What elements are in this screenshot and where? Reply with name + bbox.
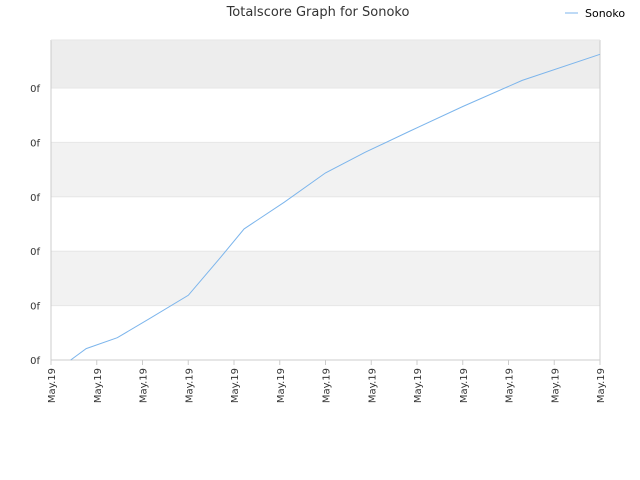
plot-band [51, 88, 600, 143]
y-axis-ticks: 0f 0f 0f 0f 0f 0f [30, 84, 40, 367]
x-tick-label: May.19 [459, 368, 470, 403]
grid-lines [51, 87, 600, 307]
x-tick-label: May.19 [276, 368, 287, 403]
plot-background [51, 40, 600, 360]
y-tick-label: 0f [30, 193, 40, 204]
x-axis-ticks: May.19 May.19 May.19 May.19 May.19 May.19 May.… [47, 360, 607, 403]
chart-title: Totalscore Graph for Sonoko [226, 5, 410, 20]
x-tick-label: May.19 [230, 368, 241, 403]
x-tick-label: May.19 [550, 368, 561, 403]
y-tick-label: 0f [30, 138, 40, 149]
x-tick-label: May.19 [47, 368, 58, 403]
plot-band [51, 142, 600, 197]
y-tick-label: 0f [30, 247, 40, 258]
x-tick-label: May.19 [596, 368, 607, 403]
plot-band [51, 40, 600, 88]
x-tick-label: May.19 [413, 368, 424, 403]
plot-band [51, 196, 600, 252]
legend[interactable]: Sonoko [565, 7, 625, 20]
x-tick-label: May.19 [367, 368, 378, 403]
y-tick-label: 0f [30, 356, 40, 367]
legend-label-sonoko[interactable]: Sonoko [585, 7, 625, 20]
plot-band [51, 251, 600, 306]
x-tick-label: May.19 [505, 368, 516, 403]
plot-band [51, 305, 600, 360]
y-tick-label: 0f [30, 302, 40, 313]
x-tick-label: May.19 [322, 368, 333, 403]
x-tick-label: May.19 [184, 368, 195, 403]
series-line-0 [70, 53, 601, 361]
y-tick-label: 0f [30, 84, 40, 95]
x-tick-label: May.19 [139, 368, 150, 403]
series-layer [70, 53, 601, 361]
x-tick-label: May.19 [93, 368, 104, 403]
